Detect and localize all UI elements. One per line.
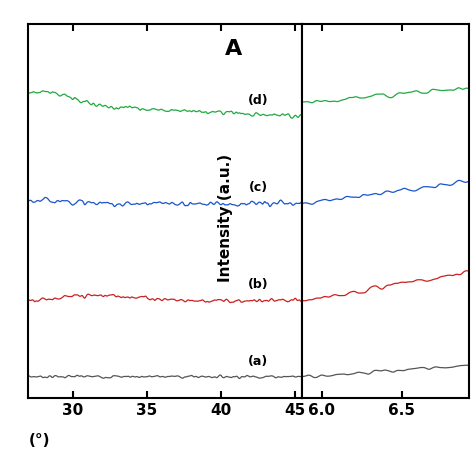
Text: (a): (a)	[248, 355, 268, 368]
Text: A: A	[225, 39, 243, 59]
Text: (b): (b)	[248, 278, 268, 292]
Text: (c): (c)	[248, 181, 268, 194]
Text: (°): (°)	[28, 433, 50, 448]
Text: Intensity (a.u.): Intensity (a.u.)	[218, 154, 233, 282]
Text: (d): (d)	[248, 93, 268, 107]
